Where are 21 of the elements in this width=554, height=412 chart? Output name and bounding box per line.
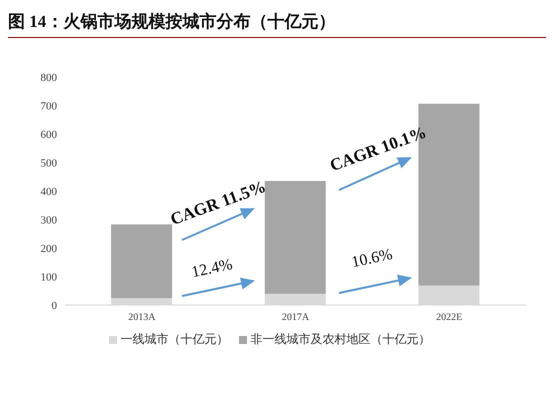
x-tick-label: 2013A bbox=[128, 312, 156, 324]
y-tick-label: 100 bbox=[40, 271, 58, 284]
y-tick-label: 800 bbox=[40, 72, 58, 84]
y-tick-label: 500 bbox=[40, 157, 58, 170]
y-tick-label: 600 bbox=[40, 128, 58, 141]
y-tick-label: 400 bbox=[40, 186, 58, 198]
annotation: 10.6% bbox=[350, 246, 394, 272]
legend-label: 一线城市（十亿元） bbox=[120, 332, 228, 346]
legend-label: 非一线城市及农村地区（十亿元） bbox=[250, 332, 430, 346]
y-tick-label: 0 bbox=[52, 300, 58, 312]
annotation: CAGR 10.1% bbox=[327, 122, 429, 176]
bar bbox=[111, 224, 172, 298]
y-tick-label: 200 bbox=[40, 242, 58, 255]
annotation: 12.4% bbox=[190, 256, 234, 282]
annotation: CAGR 11.5% bbox=[168, 176, 268, 229]
y-tick-label: 300 bbox=[40, 214, 58, 226]
x-tick-label: 2017A bbox=[282, 312, 310, 324]
x-tick-label: 2022E bbox=[436, 312, 462, 324]
bar bbox=[264, 181, 326, 294]
chart-title: 图 14：火锅市场规模按城市分布（十亿元） bbox=[8, 8, 546, 38]
y-tick-label: 700 bbox=[40, 100, 58, 112]
